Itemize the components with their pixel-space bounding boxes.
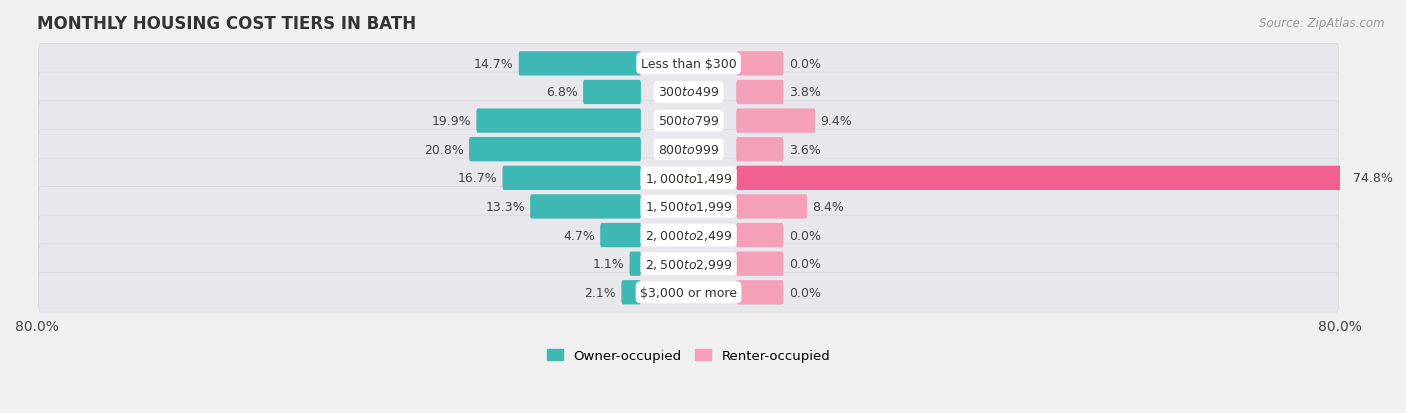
FancyBboxPatch shape — [502, 166, 641, 190]
Text: 13.3%: 13.3% — [485, 200, 524, 214]
FancyBboxPatch shape — [38, 102, 1339, 141]
Text: $2,000 to $2,499: $2,000 to $2,499 — [645, 228, 733, 242]
Text: 0.0%: 0.0% — [789, 229, 821, 242]
FancyBboxPatch shape — [38, 216, 1339, 255]
FancyBboxPatch shape — [38, 44, 1339, 84]
FancyBboxPatch shape — [737, 280, 783, 305]
Text: MONTHLY HOUSING COST TIERS IN BATH: MONTHLY HOUSING COST TIERS IN BATH — [37, 15, 416, 33]
Text: $800 to $999: $800 to $999 — [658, 143, 720, 157]
FancyBboxPatch shape — [737, 81, 783, 105]
FancyBboxPatch shape — [737, 138, 783, 162]
Text: 4.7%: 4.7% — [562, 229, 595, 242]
Text: 16.7%: 16.7% — [457, 172, 498, 185]
FancyBboxPatch shape — [583, 81, 641, 105]
FancyBboxPatch shape — [530, 195, 641, 219]
FancyBboxPatch shape — [737, 52, 783, 76]
Text: Source: ZipAtlas.com: Source: ZipAtlas.com — [1260, 17, 1385, 29]
Text: $2,500 to $2,999: $2,500 to $2,999 — [645, 257, 733, 271]
Legend: Owner-occupied, Renter-occupied: Owner-occupied, Renter-occupied — [541, 344, 835, 367]
FancyBboxPatch shape — [470, 138, 641, 162]
FancyBboxPatch shape — [630, 252, 641, 276]
Text: $1,000 to $1,499: $1,000 to $1,499 — [645, 171, 733, 185]
Text: 9.4%: 9.4% — [821, 115, 852, 128]
FancyBboxPatch shape — [737, 166, 1348, 190]
Text: 2.1%: 2.1% — [585, 286, 616, 299]
Text: $1,500 to $1,999: $1,500 to $1,999 — [645, 200, 733, 214]
Text: 8.4%: 8.4% — [813, 200, 844, 214]
FancyBboxPatch shape — [38, 159, 1339, 198]
Text: $500 to $799: $500 to $799 — [658, 115, 720, 128]
Text: 6.8%: 6.8% — [546, 86, 578, 99]
FancyBboxPatch shape — [38, 73, 1339, 113]
FancyBboxPatch shape — [737, 109, 815, 133]
FancyBboxPatch shape — [737, 223, 783, 248]
FancyBboxPatch shape — [737, 195, 807, 219]
FancyBboxPatch shape — [737, 252, 783, 276]
Text: 0.0%: 0.0% — [789, 258, 821, 271]
Text: 20.8%: 20.8% — [423, 143, 464, 157]
Text: 3.6%: 3.6% — [789, 143, 821, 157]
FancyBboxPatch shape — [38, 244, 1339, 284]
FancyBboxPatch shape — [38, 130, 1339, 170]
FancyBboxPatch shape — [519, 52, 641, 76]
Text: $3,000 or more: $3,000 or more — [640, 286, 737, 299]
Text: Less than $300: Less than $300 — [641, 58, 737, 71]
Text: $300 to $499: $300 to $499 — [658, 86, 720, 99]
Text: 14.7%: 14.7% — [474, 58, 513, 71]
Text: 3.8%: 3.8% — [789, 86, 821, 99]
FancyBboxPatch shape — [477, 109, 641, 133]
FancyBboxPatch shape — [38, 273, 1339, 313]
FancyBboxPatch shape — [621, 280, 641, 305]
FancyBboxPatch shape — [38, 187, 1339, 227]
Text: 0.0%: 0.0% — [789, 286, 821, 299]
Text: 74.8%: 74.8% — [1353, 172, 1393, 185]
Text: 1.1%: 1.1% — [592, 258, 624, 271]
Text: 0.0%: 0.0% — [789, 58, 821, 71]
Text: 19.9%: 19.9% — [432, 115, 471, 128]
FancyBboxPatch shape — [600, 223, 641, 248]
